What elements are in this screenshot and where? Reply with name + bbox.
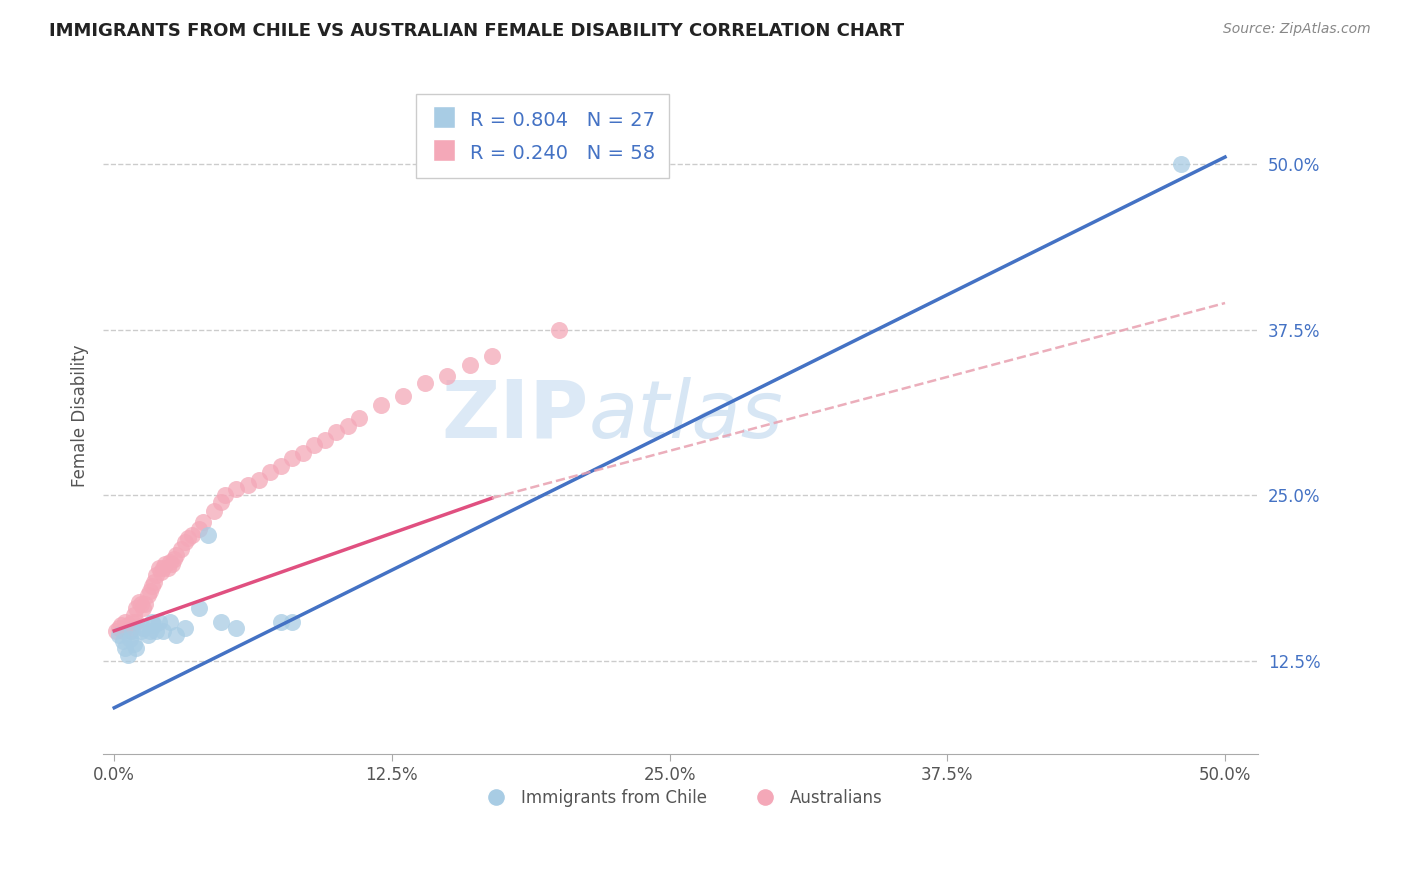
Point: [191, 515, 214, 529]
Point: [202, 504, 225, 518]
Point: [159, 555, 181, 569]
Point: [159, 615, 181, 629]
Text: IMMIGRANTS FROM CHILE VS AUSTRALIAN FEMALE DISABILITY CORRELATION CHART: IMMIGRANTS FROM CHILE VS AUSTRALIAN FEMA…: [49, 22, 904, 40]
Y-axis label: Female Disability: Female Disability: [72, 344, 89, 487]
Point: [141, 579, 163, 593]
Point: [336, 419, 359, 434]
Point: [370, 398, 392, 412]
Point: [114, 615, 136, 629]
Point: [165, 628, 187, 642]
Point: [128, 594, 150, 608]
Point: [236, 478, 259, 492]
Point: [225, 482, 247, 496]
Point: [139, 584, 162, 599]
Point: [156, 561, 179, 575]
Point: [176, 531, 198, 545]
Point: [209, 495, 232, 509]
Point: [481, 349, 503, 363]
Point: [134, 597, 156, 611]
Point: [117, 648, 139, 662]
Point: [117, 618, 139, 632]
Point: [107, 621, 129, 635]
Point: [174, 534, 197, 549]
Point: [259, 465, 281, 479]
Point: [163, 552, 186, 566]
Point: [132, 601, 155, 615]
Legend: Immigrants from Chile, Australians: Immigrants from Chile, Australians: [472, 782, 889, 814]
Point: [325, 425, 347, 439]
Point: [281, 451, 304, 466]
Point: [170, 541, 193, 556]
Point: [214, 488, 236, 502]
Point: [139, 624, 162, 638]
Point: [174, 621, 197, 635]
Point: [197, 528, 219, 542]
Point: [152, 561, 174, 575]
Point: [132, 621, 155, 635]
Point: [107, 628, 129, 642]
Point: [136, 628, 159, 642]
Point: [187, 601, 209, 615]
Point: [392, 389, 415, 403]
Point: [122, 637, 145, 651]
Point: [247, 473, 270, 487]
Point: [112, 624, 135, 638]
Point: [125, 601, 148, 615]
Point: [141, 615, 163, 629]
Point: [105, 624, 128, 638]
Point: [129, 597, 152, 611]
Point: [149, 566, 172, 580]
Point: [121, 624, 143, 638]
Point: [129, 624, 152, 638]
Point: [136, 588, 159, 602]
Point: [547, 322, 569, 336]
Point: [121, 615, 143, 629]
Point: [436, 369, 458, 384]
Point: [314, 433, 336, 447]
Point: [347, 411, 370, 425]
Point: [145, 568, 167, 582]
Point: [118, 624, 141, 638]
Point: [181, 528, 204, 542]
Point: [152, 624, 174, 638]
Point: [270, 459, 292, 474]
Text: atlas: atlas: [588, 376, 783, 455]
Point: [112, 634, 135, 648]
Point: [1170, 157, 1192, 171]
Point: [125, 641, 148, 656]
Point: [118, 632, 141, 646]
Point: [209, 615, 232, 629]
Point: [292, 446, 315, 460]
Point: [225, 621, 247, 635]
Point: [110, 618, 132, 632]
Point: [148, 561, 170, 575]
Point: [114, 641, 136, 656]
Point: [160, 558, 183, 572]
Point: [281, 615, 304, 629]
Point: [270, 615, 292, 629]
Text: ZIP: ZIP: [441, 376, 588, 455]
Point: [155, 558, 177, 572]
Point: [413, 376, 436, 390]
Point: [122, 607, 145, 622]
Text: Source: ZipAtlas.com: Source: ZipAtlas.com: [1223, 22, 1371, 37]
Point: [125, 615, 148, 629]
Point: [302, 438, 325, 452]
Point: [458, 359, 481, 373]
Point: [145, 624, 167, 638]
Point: [187, 522, 209, 536]
Point: [165, 548, 187, 562]
Point: [143, 574, 166, 589]
Point: [143, 618, 166, 632]
Point: [148, 615, 170, 629]
